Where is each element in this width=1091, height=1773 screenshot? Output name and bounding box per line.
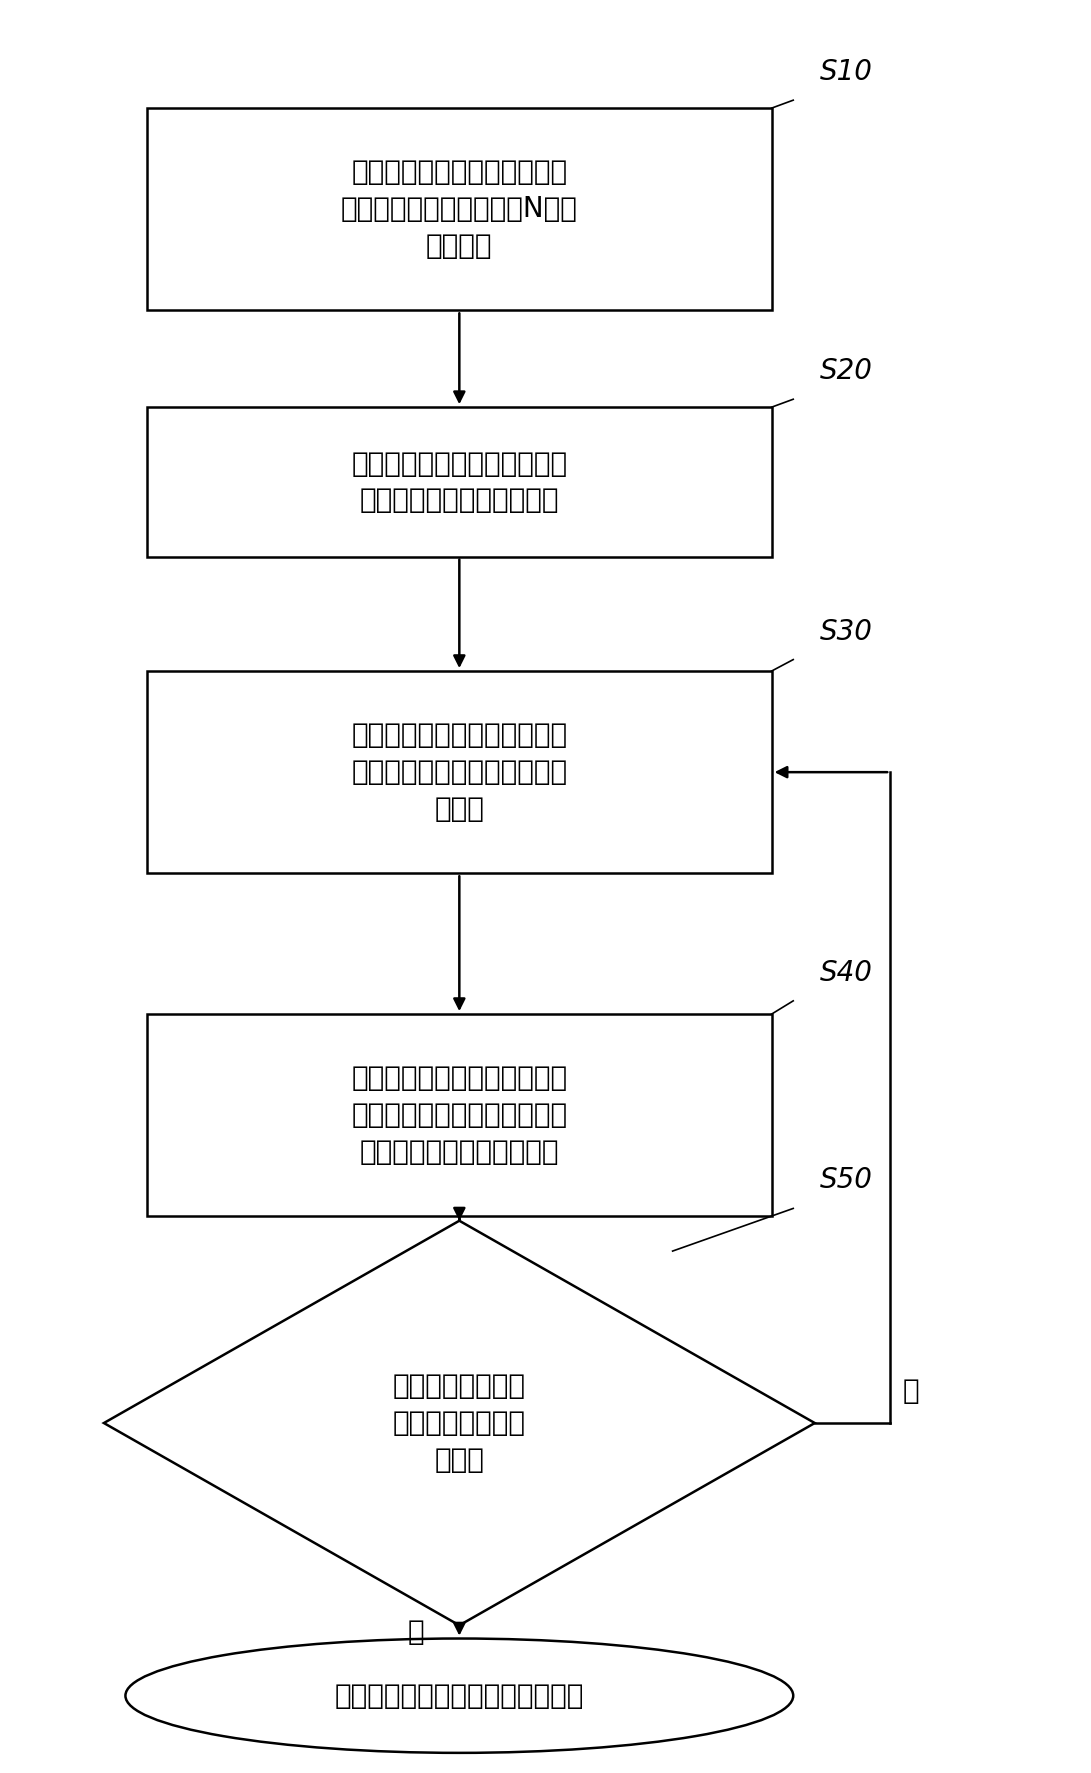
- FancyBboxPatch shape: [147, 108, 771, 310]
- Text: S50: S50: [820, 1167, 873, 1195]
- Text: S10: S10: [820, 59, 873, 87]
- Text: 判断第二子图像数
据是否为唯一一幅
子图像: 判断第二子图像数 据是否为唯一一幅 子图像: [393, 1372, 526, 1473]
- Text: 否: 否: [903, 1378, 920, 1406]
- Text: 是: 是: [408, 1619, 424, 1645]
- FancyBboxPatch shape: [147, 408, 771, 557]
- Text: S20: S20: [820, 356, 873, 385]
- Text: 将该子图像作为聚焦成像结果输出: 将该子图像作为聚焦成像结果输出: [335, 1683, 584, 1709]
- Text: 对每一个子孔径数据进行聚焦
成像处理，得到第一子图像: 对每一个子孔径数据进行聚焦 成像处理，得到第一子图像: [351, 450, 567, 514]
- Text: 在地面虚拟极坐标系中对第一
子图像进行配准，得到配准图
像数据: 在地面虚拟极坐标系中对第一 子图像进行配准，得到配准图 像数据: [351, 722, 567, 823]
- Text: 获取整个合成孔径时间内的原
始数据，将原始数据分成N个子
孔径数据: 获取整个合成孔径时间内的原 始数据，将原始数据分成N个子 孔径数据: [340, 158, 578, 261]
- Text: S40: S40: [820, 959, 873, 988]
- Text: S30: S30: [820, 617, 873, 645]
- FancyBboxPatch shape: [147, 1014, 771, 1216]
- Text: 采用快速坐标下降法对配准图
像数据进行误差校正和子图像
融合，得到第二子图像数据: 采用快速坐标下降法对配准图 像数据进行误差校正和子图像 融合，得到第二子图像数据: [351, 1064, 567, 1167]
- Ellipse shape: [125, 1638, 793, 1753]
- Polygon shape: [104, 1222, 815, 1626]
- FancyBboxPatch shape: [147, 670, 771, 874]
